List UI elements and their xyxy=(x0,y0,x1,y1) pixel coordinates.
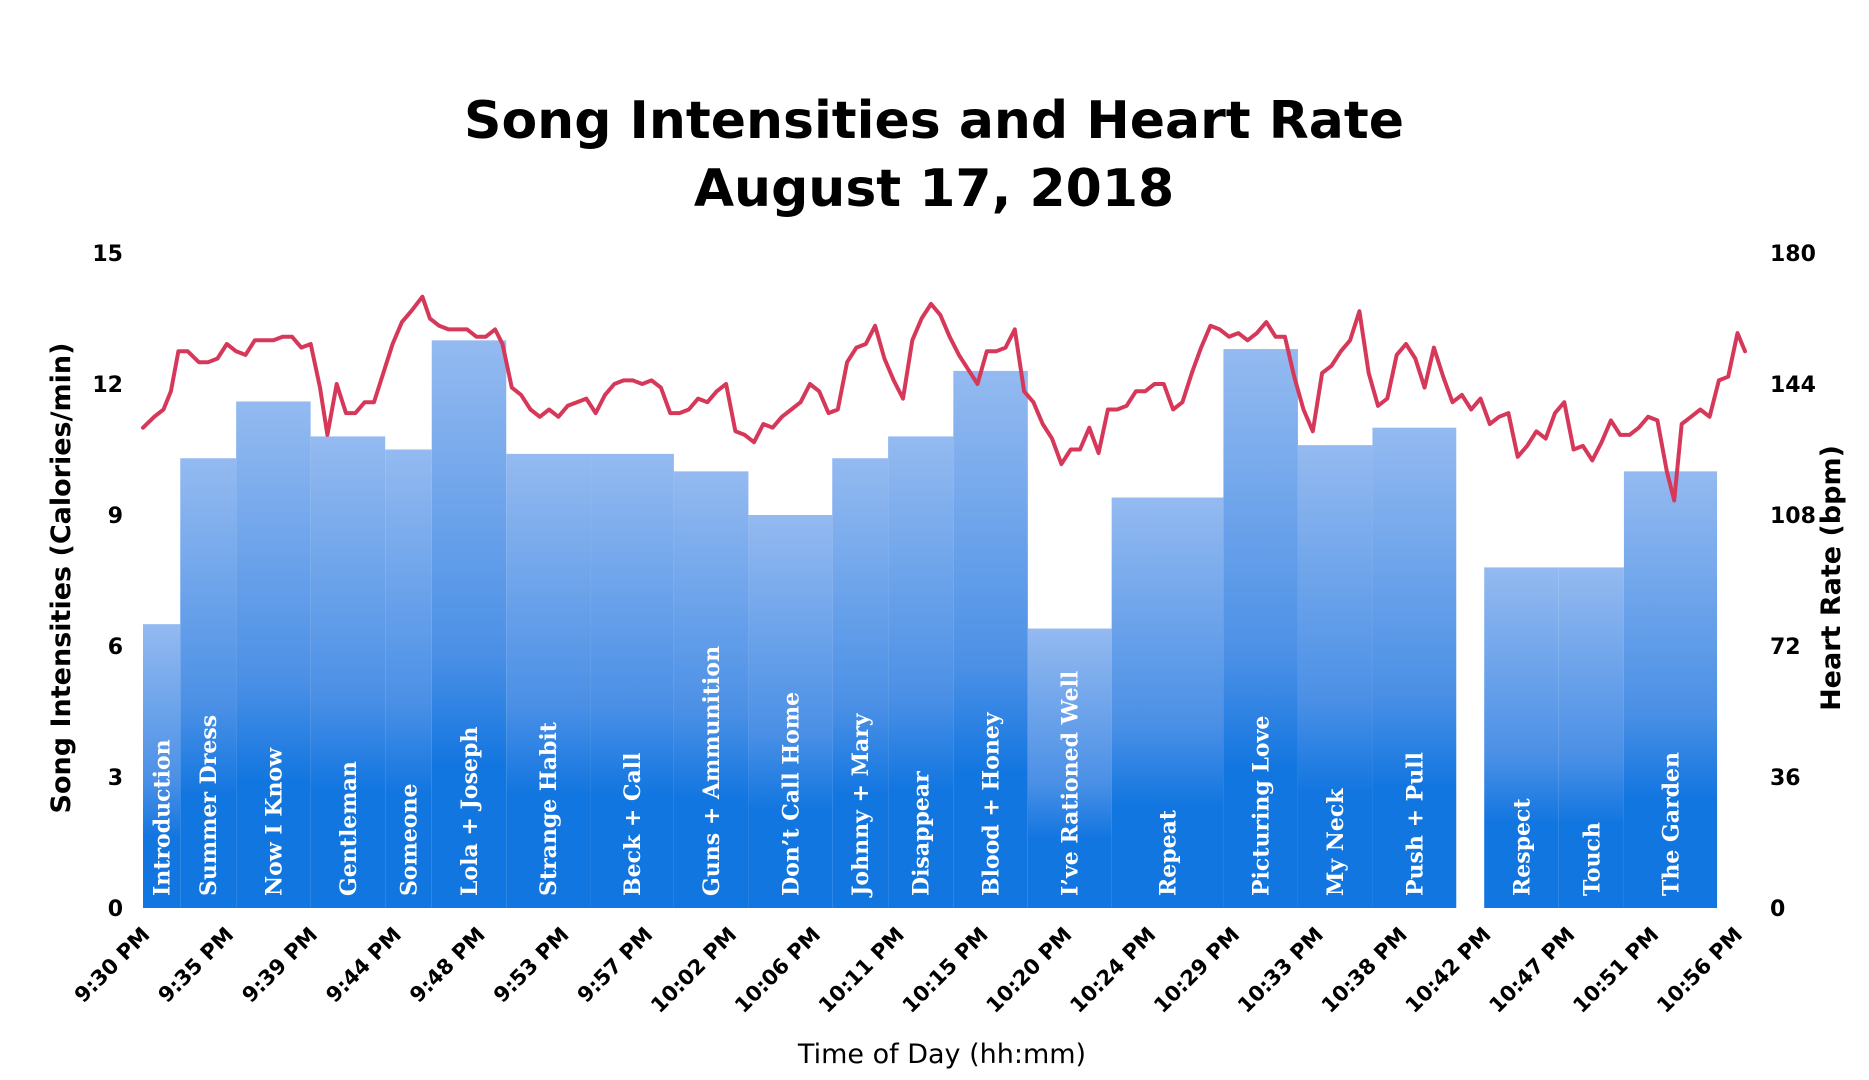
song-bar xyxy=(310,436,386,908)
y-tick-right: 144 xyxy=(1770,373,1816,398)
song-label: Respect xyxy=(1509,798,1535,896)
song-bar xyxy=(832,458,889,908)
song-bar xyxy=(590,453,674,908)
song-label: Push + Pull xyxy=(1402,752,1428,896)
song-bar xyxy=(1372,427,1457,908)
song-label: Someone xyxy=(396,783,422,896)
y-tick-left: 9 xyxy=(108,504,123,529)
song-bar xyxy=(1297,445,1373,908)
x-tick-label: 10:47 PM xyxy=(1484,923,1579,1018)
song-bar xyxy=(1223,349,1298,909)
song-label: Beck + Call xyxy=(620,753,646,896)
song-label: Touch xyxy=(1579,822,1605,896)
song-bar xyxy=(673,471,749,908)
song-bar xyxy=(748,515,833,908)
x-tick-label: 10:02 PM xyxy=(646,923,741,1018)
heart-rate-line xyxy=(141,294,1747,503)
song-bar xyxy=(1623,471,1718,908)
x-tick-label: 10:33 PM xyxy=(1233,923,1328,1018)
x-tick-label: 10:51 PM xyxy=(1568,923,1663,1018)
x-tick-label: 9:53 PM xyxy=(489,923,574,1008)
y-tick-left: 0 xyxy=(108,897,123,922)
x-tick-label: 10:42 PM xyxy=(1401,923,1496,1018)
song-bar xyxy=(953,370,1028,908)
song-label: Now I Know xyxy=(261,747,287,896)
y-tick-left: 12 xyxy=(92,373,123,398)
song-bar xyxy=(385,449,432,908)
chart-subtitle: August 17, 2018 xyxy=(694,159,1174,219)
song-label: Strange Habit xyxy=(536,721,562,896)
song-bar xyxy=(888,436,954,908)
song-label: Repeat xyxy=(1156,809,1182,896)
song-bar xyxy=(1558,567,1624,908)
x-tick-label: 9:30 PM xyxy=(70,923,155,1008)
y-tick-right: 36 xyxy=(1770,766,1801,791)
song-label: Summer Dress xyxy=(196,715,222,896)
y-tick-right: 108 xyxy=(1770,504,1816,529)
song-label: Gentleman xyxy=(336,761,362,896)
song-bar xyxy=(180,458,237,908)
x-tick-label: 9:57 PM xyxy=(573,923,658,1008)
song-bar xyxy=(143,624,181,908)
x-tick-label: 10:56 PM xyxy=(1652,923,1747,1018)
x-tick-label: 10:24 PM xyxy=(1065,923,1160,1018)
song-bar xyxy=(1484,567,1559,908)
x-tick-label: 9:44 PM xyxy=(321,923,406,1008)
y-axis-right-ticks: 0 36 72 108 144 180 xyxy=(1770,242,1816,922)
y-axis-left-ticks: 0 3 6 9 12 15 xyxy=(92,242,123,922)
song-bar xyxy=(236,401,311,908)
y-axis-right-label: Heart Rate (bpm) xyxy=(1816,445,1847,711)
song-label: Blood + Honey xyxy=(979,711,1005,896)
bars-group xyxy=(143,340,1718,909)
song-bar xyxy=(1111,497,1224,908)
x-tick-label: 10:29 PM xyxy=(1149,923,1244,1018)
song-label: I’ve Rationed Well xyxy=(1058,671,1084,896)
y-axis-left-label: Song Intensities (Calories/min) xyxy=(46,343,77,814)
x-tick-label: 10:06 PM xyxy=(730,923,825,1018)
x-tick-label: 10:38 PM xyxy=(1317,923,1412,1018)
y-tick-left: 3 xyxy=(108,766,123,791)
x-tick-label: 9:39 PM xyxy=(237,923,322,1008)
x-tick-label: 10:11 PM xyxy=(814,923,909,1018)
song-label: Picturing Love xyxy=(1249,716,1275,896)
x-axis-ticks: 9:30 PM 9:35 PM 9:39 PM 9:44 PM 9:48 PM 9:53 … xyxy=(70,923,1747,1018)
x-tick-label: 9:48 PM xyxy=(405,923,490,1008)
x-tick-label: 10:15 PM xyxy=(898,923,993,1018)
y-tick-left: 6 xyxy=(108,635,123,660)
song-bar xyxy=(506,453,591,908)
song-label: Don’t Call Home xyxy=(778,692,804,896)
song-label: Guns + Ammunition xyxy=(699,646,725,896)
song-label: My Neck xyxy=(1323,788,1349,896)
song-label: Disappear xyxy=(909,771,935,896)
song-bar xyxy=(431,340,507,908)
x-tick-label: 9:35 PM xyxy=(154,923,239,1008)
chart-title: Song Intensities and Heart Rate xyxy=(464,91,1404,151)
y-tick-right: 0 xyxy=(1770,897,1785,922)
y-tick-left: 15 xyxy=(92,242,123,267)
song-labels-group: Introduction Summer Dress Now I Know Gentle… xyxy=(150,646,1685,898)
y-tick-right: 72 xyxy=(1770,635,1801,660)
song-label: Johnny + Mary xyxy=(848,712,874,898)
song-bar xyxy=(1027,628,1112,908)
x-tick-label: 10:20 PM xyxy=(982,923,1077,1018)
song-label: Lola + Joseph xyxy=(457,727,483,896)
song-label: Introduction xyxy=(150,739,176,896)
song-label: The Garden xyxy=(1658,752,1684,896)
x-axis-label: Time of Day (hh:mm) xyxy=(797,1039,1086,1070)
y-tick-right: 180 xyxy=(1770,242,1816,267)
